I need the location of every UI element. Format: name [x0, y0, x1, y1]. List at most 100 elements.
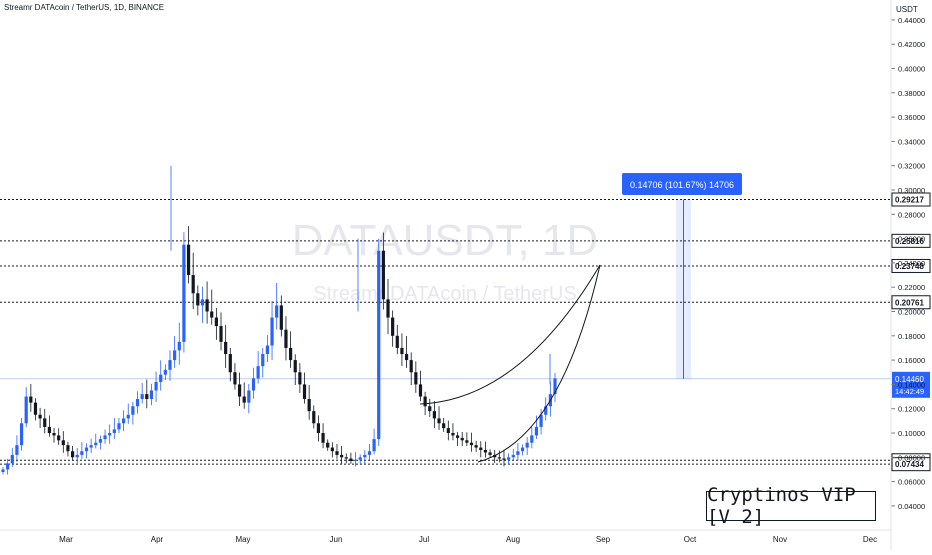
curve-upper [419, 264, 601, 405]
candle-body [423, 396, 427, 407]
candle-body [186, 244, 191, 276]
candle-body [154, 381, 158, 391]
candle-body [103, 435, 107, 440]
candle-body [474, 445, 478, 448]
candle-body [112, 429, 116, 433]
y-tick-label: 0.14000 [898, 380, 925, 389]
candle-body [135, 398, 140, 407]
candle-body [237, 384, 242, 397]
candle-body [437, 418, 441, 424]
candle-body [400, 347, 404, 355]
candle-body [442, 423, 446, 429]
candle-body [395, 335, 399, 348]
y-tick-label: 0.44000 [898, 16, 925, 25]
candle-body [15, 445, 19, 455]
candle-body [460, 437, 464, 441]
y-tick-label: 0.32000 [898, 162, 925, 171]
candle-body [525, 442, 529, 448]
candle-body [261, 354, 265, 367]
measure-label: 0.14706 (101.67%) 14706 [630, 180, 734, 190]
level-label-box [891, 258, 931, 273]
candle-body [516, 451, 520, 455]
y-tick-label: 0.12000 [898, 405, 925, 414]
y-tick-label: 0.42000 [898, 40, 925, 49]
candle-body [75, 454, 79, 458]
candle-body [293, 360, 297, 373]
candle-body [29, 396, 33, 403]
y-tick-label: 0.26000 [898, 235, 925, 244]
y-tick-label: 0.38000 [898, 89, 925, 98]
candle-body [469, 442, 474, 446]
candle-body [479, 447, 483, 451]
candle-body [284, 329, 288, 348]
candle-body [391, 317, 395, 336]
current-price-box [892, 371, 930, 398]
candle-body [353, 459, 358, 461]
candle-body [316, 423, 321, 433]
candle-body [302, 384, 307, 399]
candle-body [140, 394, 144, 399]
candle-body [47, 426, 51, 433]
y-tick-label: 0.18000 [898, 332, 925, 341]
candle-body [224, 341, 228, 355]
level-label: 0.23748 [895, 262, 924, 271]
y-tick-label: 0.24000 [898, 259, 925, 268]
candle-body [242, 396, 246, 403]
candle-body [24, 396, 28, 424]
candle-body [57, 435, 61, 441]
x-tick-label: Sep [596, 535, 611, 544]
candle-body [256, 366, 260, 379]
x-tick-label: Apr [151, 535, 164, 544]
candle-body [340, 454, 344, 458]
candle-body [307, 398, 311, 412]
candle-body [534, 426, 539, 436]
candle-body [61, 440, 65, 446]
candle-body [43, 418, 47, 427]
candle-body [173, 350, 177, 361]
candle-body [279, 305, 283, 330]
candle-body [312, 411, 316, 424]
candle-body [33, 402, 38, 415]
candle-body [66, 445, 70, 452]
candle-body [326, 442, 330, 448]
x-tick-label: May [235, 535, 250, 544]
candle-body [38, 414, 42, 419]
candle-body [544, 406, 548, 415]
candle-body [84, 447, 89, 452]
y-tick-label: 0.04000 [898, 502, 925, 511]
candle-body [330, 447, 334, 452]
x-tick-label: Nov [773, 535, 787, 544]
x-tick-label: Jun [330, 535, 343, 544]
candle-body [451, 433, 455, 436]
level-label-box [891, 233, 931, 248]
candle-body [117, 423, 121, 430]
x-tick-label: Oct [684, 535, 697, 544]
candle-body [488, 452, 492, 455]
candle-body [98, 439, 103, 443]
level-label: 0.25816 [895, 237, 924, 246]
y-tick-label: 0.06000 [898, 478, 925, 487]
candle-body [122, 418, 126, 424]
candle-body [149, 390, 154, 399]
candle-body [214, 317, 218, 327]
candle-body [335, 451, 339, 455]
candle-body [363, 454, 367, 458]
candle-body [377, 250, 381, 440]
candle-body [251, 378, 256, 391]
measure-label-box [622, 173, 742, 195]
candle-body [126, 414, 130, 419]
candle-body [6, 463, 10, 470]
candle-body [168, 360, 172, 370]
y-tick-label: 0.36000 [898, 113, 925, 122]
candle-body [70, 451, 75, 458]
candle-body [409, 360, 413, 373]
level-label: 0.07434 [895, 460, 924, 469]
y-tick-label: 0.30000 [898, 186, 925, 195]
candle-body [502, 458, 506, 460]
level-label-box [891, 295, 931, 310]
candle-body [177, 341, 181, 351]
y-tick-label: 0.34000 [898, 137, 925, 146]
candle-body [145, 394, 149, 399]
